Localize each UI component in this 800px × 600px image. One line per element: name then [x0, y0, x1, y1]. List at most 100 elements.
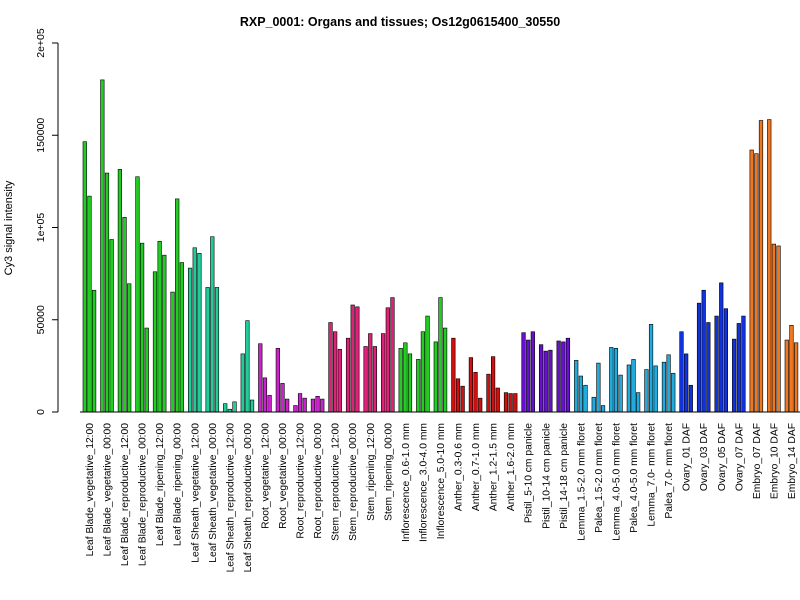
bar	[578, 375, 583, 413]
x-tick-label: Leaf Sheath_reproductive_12:00	[225, 423, 236, 573]
y-tick-label: 150000	[35, 118, 47, 153]
bar	[732, 338, 737, 413]
x-tick-label: Ovary_05 DAF	[717, 423, 728, 491]
bar	[297, 393, 303, 413]
x-tick-label: Anther_0.7-1.0 mm	[471, 423, 482, 511]
bar	[293, 405, 298, 413]
bar	[596, 362, 601, 413]
x-tick-label: Lemma_4.0-5.0 mm floret	[611, 423, 622, 541]
x-tick-label: Lemma_1.5-2.0 mm floret	[576, 423, 587, 541]
bar	[92, 289, 97, 413]
bar	[490, 356, 496, 413]
bar	[618, 374, 623, 413]
bar	[403, 342, 408, 413]
bar-series	[80, 79, 800, 413]
bar	[170, 291, 175, 413]
x-tick-label: Root_reproductive_12:00	[296, 423, 307, 539]
y-tick-label: 0	[35, 409, 47, 415]
x-tick-label: Leaf Blade_ripening_12:00	[155, 423, 166, 546]
bar	[701, 289, 706, 413]
bar	[245, 320, 250, 413]
bar	[561, 341, 566, 413]
bar	[706, 322, 711, 413]
bar	[653, 365, 658, 413]
bar	[478, 397, 483, 413]
bar	[368, 333, 373, 413]
bar	[210, 236, 215, 413]
bar	[285, 398, 290, 413]
bar	[262, 377, 268, 413]
bar	[144, 327, 149, 413]
bar	[280, 383, 285, 413]
bar	[513, 393, 518, 413]
bar	[679, 331, 684, 413]
x-tick-label: Embryo_07 DAF	[752, 423, 763, 499]
bar	[104, 172, 110, 413]
x-tick-label: Leaf Sheath_vegetative_12:00	[190, 423, 201, 563]
bar	[609, 347, 614, 413]
x-tick-label: Leaf Sheath_vegetative_00:00	[208, 423, 219, 563]
bar	[538, 344, 544, 413]
bar	[328, 322, 333, 413]
y-tick-label: 2e+05	[35, 28, 47, 58]
bar	[420, 331, 426, 413]
bar	[451, 337, 456, 413]
bar	[175, 198, 180, 413]
x-tick-label: Leaf Sheath_reproductive_00:00	[243, 423, 254, 573]
bar	[776, 245, 781, 413]
bar	[613, 348, 619, 413]
bar	[591, 396, 596, 413]
bar	[87, 195, 92, 413]
bar	[363, 346, 368, 413]
bar	[398, 348, 403, 413]
bar	[232, 401, 237, 413]
x-tick-label: Ovary_03 DAF	[699, 423, 710, 491]
bar	[754, 153, 759, 413]
bar	[157, 241, 162, 413]
bar	[140, 242, 145, 413]
bar	[109, 239, 114, 413]
bar	[508, 393, 513, 413]
y-tick-label: 50000	[35, 305, 47, 334]
x-tick-label: Leaf Blade_vegetative_12:00	[85, 423, 96, 557]
x-tick-label: Root_vegetative_00:00	[278, 423, 289, 529]
bar	[320, 398, 325, 413]
bar	[767, 119, 772, 413]
x-tick-label: Lemma_7.0- mm floret	[647, 423, 658, 527]
x-tick-label: Anther_1.6-2.0 mm	[506, 423, 517, 511]
bar	[771, 243, 776, 413]
bar	[135, 176, 140, 413]
bar	[214, 287, 220, 413]
bar	[337, 348, 342, 413]
bar	[82, 141, 87, 413]
y-axis-label: Cy3 signal intensity	[3, 180, 15, 275]
bar	[473, 372, 478, 413]
x-tick-label: Embryo_14 DAF	[787, 423, 798, 499]
bar	[350, 304, 355, 413]
bar	[315, 396, 320, 413]
bar	[385, 307, 390, 413]
x-tick-label: Stem_ripening_12:00	[366, 423, 377, 521]
bar	[455, 378, 461, 413]
bar	[223, 403, 228, 413]
x-tick-label: Leaf Blade_reproductive_12:00	[120, 423, 131, 566]
bar	[688, 384, 693, 413]
bar	[714, 315, 719, 413]
bar	[574, 360, 579, 413]
bar	[390, 297, 395, 413]
x-tick-label: Leaf Blade_reproductive_00:00	[138, 423, 149, 566]
bar	[372, 346, 378, 413]
x-tick-label: Palea_4.0-5.0 mm floret	[629, 423, 640, 533]
bar	[666, 354, 671, 413]
bar	[197, 253, 202, 413]
bar	[345, 337, 351, 413]
bar	[793, 342, 799, 413]
bar	[661, 361, 667, 413]
x-tick-label: Inflorescence_3.0-4.0 mm	[418, 423, 429, 542]
bar	[648, 324, 654, 413]
bar	[267, 395, 272, 413]
bar	[275, 348, 280, 413]
bar	[631, 359, 636, 413]
bar	[438, 297, 443, 413]
bar	[556, 340, 561, 413]
